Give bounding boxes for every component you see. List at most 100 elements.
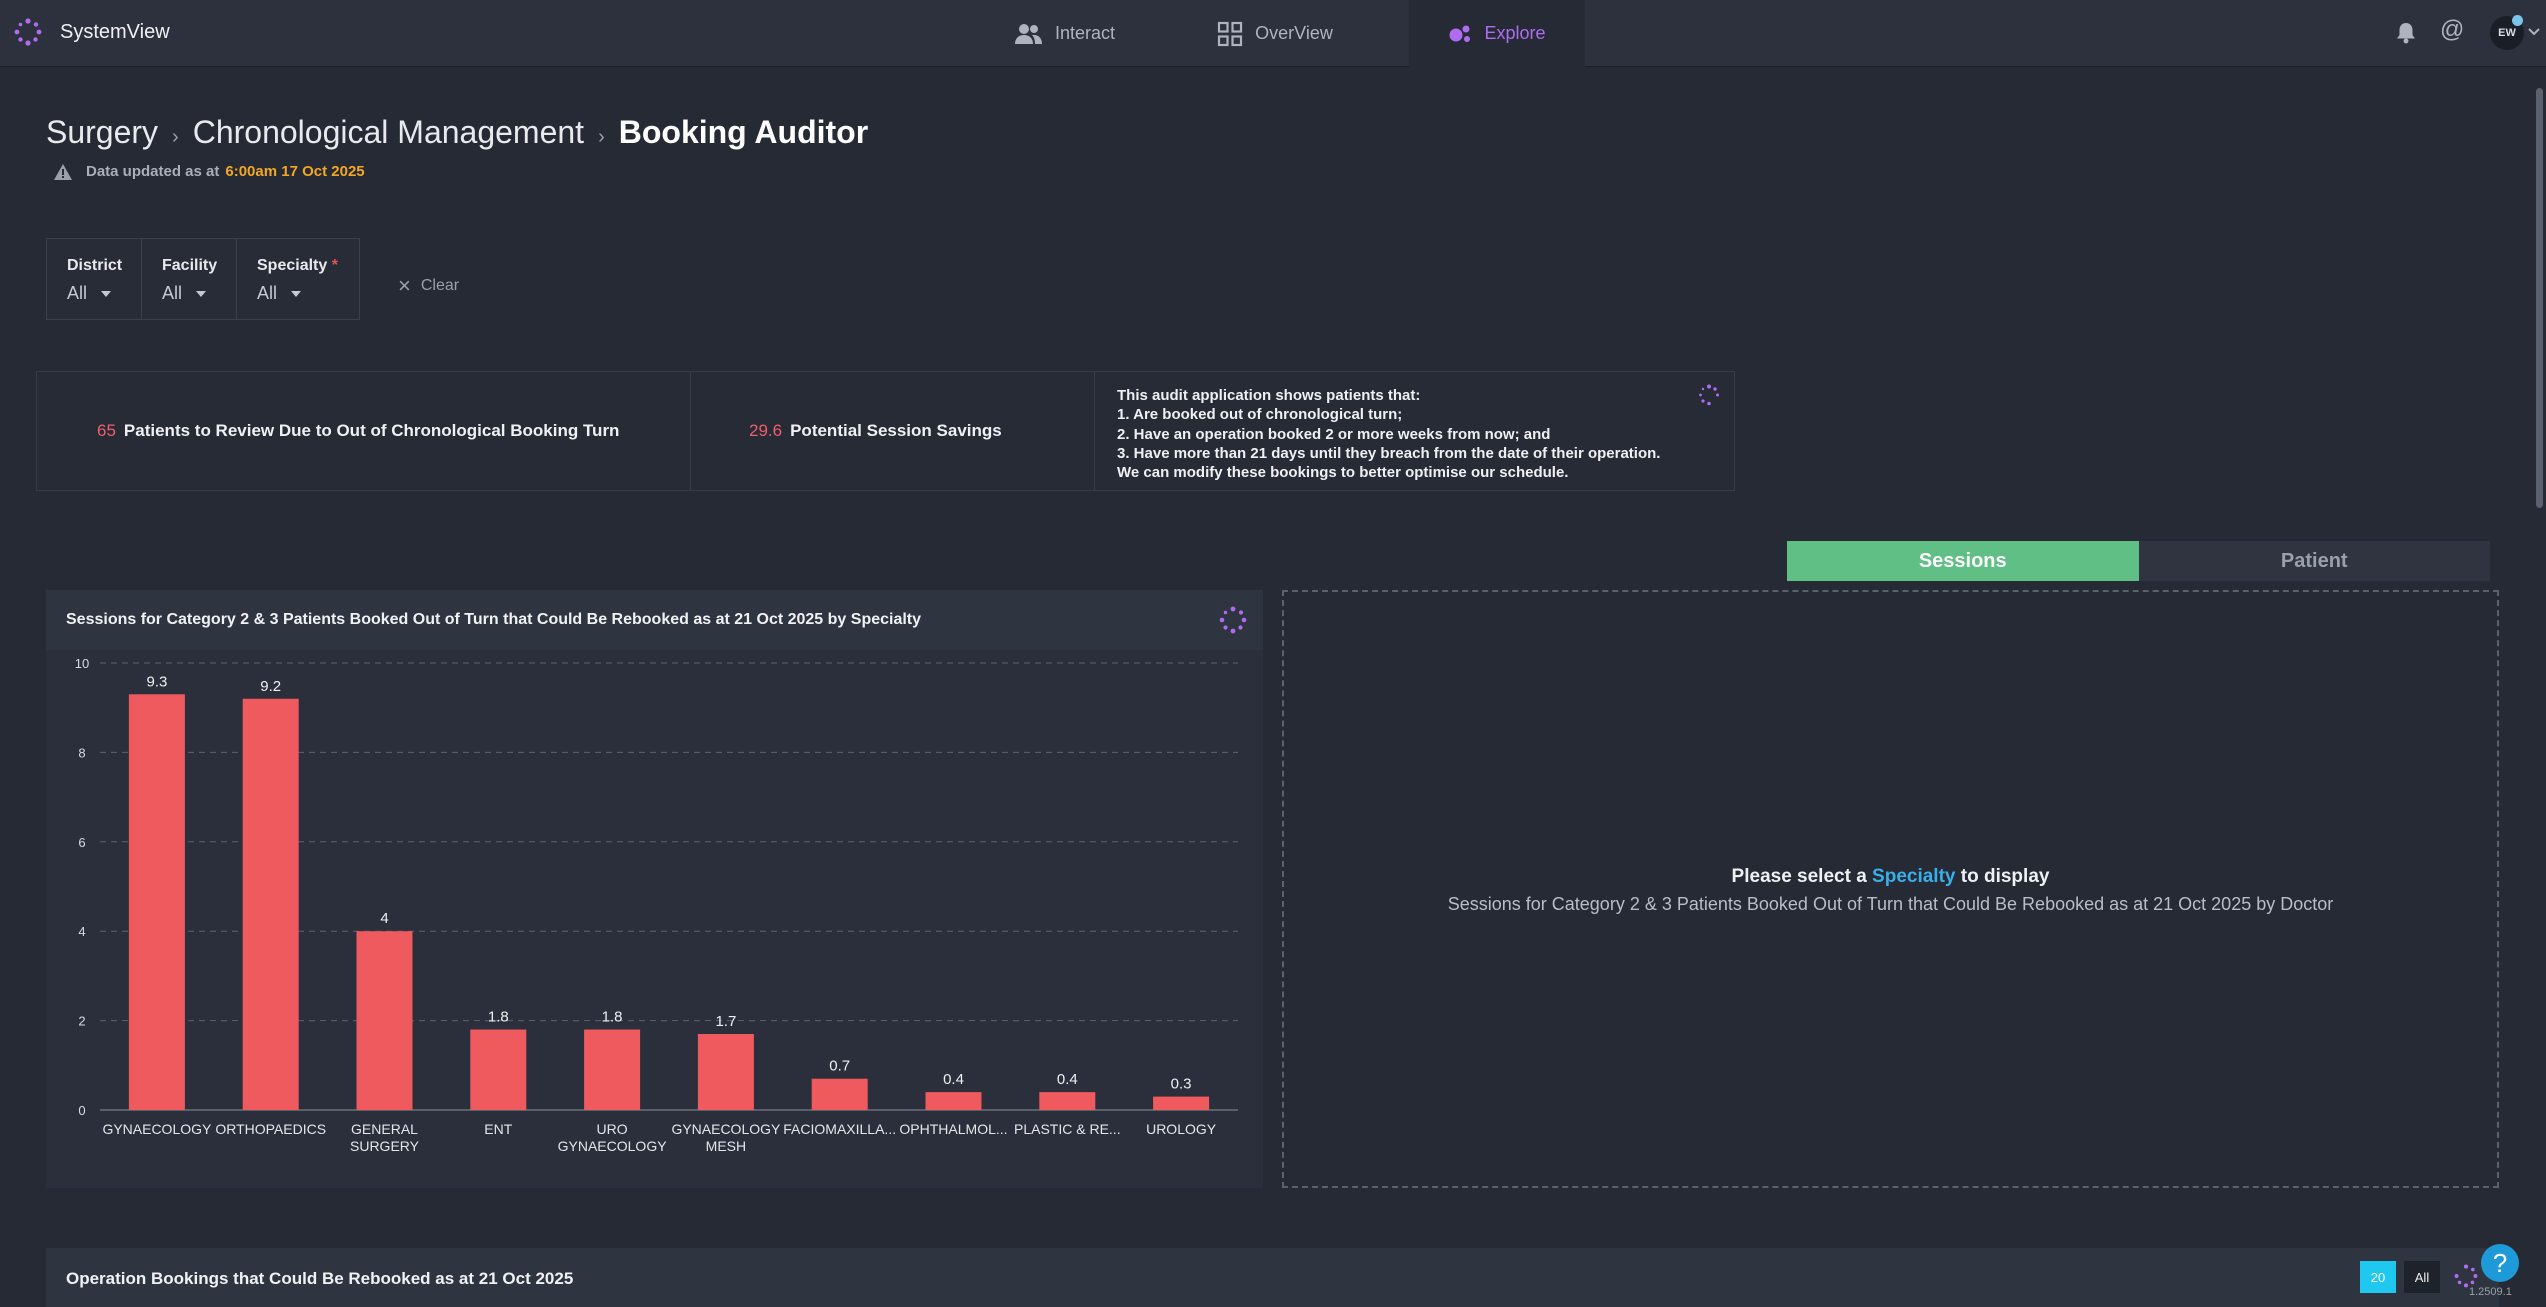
description-line: 1. Are booked out of chronological turn; [1117,406,1403,424]
bar [697,1034,754,1110]
x-tick-label: FACIOMAXILLA... [783,1121,896,1137]
bar-value-label: 1.8 [602,1009,623,1026]
description-line: 3. Have more than 21 days until they bre… [1117,444,1661,462]
nav-tab-explore-label: Explore [1484,23,1546,43]
x-tick-label: URO [597,1121,628,1137]
kpi-patients-to-review[interactable]: 65 Patients to Review Due to Out of Chro… [37,372,691,490]
app-name: SystemView [60,20,170,43]
filter-district-select[interactable]: All [67,283,141,304]
data-updated-timestamp: 6:00am 17 Oct 2025 [225,163,365,180]
bar [925,1092,982,1110]
y-tick-label: 4 [78,924,85,939]
breadcrumb: Surgery › Chronological Management › Boo… [46,114,868,151]
x-tick-label: OPHTHALMOL... [899,1121,1007,1137]
description-line: We can modify these bookings to better o… [1117,464,1569,482]
caret-down-icon [196,290,207,297]
nav-tab-interact[interactable]: Interact [990,0,1140,67]
description-line: This audit application shows patients th… [1117,387,1421,404]
filter-specialty[interactable]: Specialty * All [237,239,359,319]
bar [128,694,185,1110]
bar [1039,1092,1096,1110]
x-tick-label: ORTHOPAEDICS [215,1121,326,1137]
breadcrumb-separator: › [172,126,179,148]
bar [811,1078,868,1110]
bell-icon[interactable] [2396,22,2416,44]
x-tick-label: GYNAECOLOGY [671,1121,781,1137]
filter-specialty-select[interactable]: All [257,283,359,304]
audit-description: This audit application shows patients th… [1095,372,1734,490]
kpi-savings-label: Potential Session Savings [790,421,1002,440]
placeholder-specialty-link[interactable]: Specialty [1872,866,1956,887]
page-size-all-button[interactable]: All [2404,1261,2440,1293]
placeholder-message: Please select a Specialty to display Ses… [1284,866,2497,915]
kpi-patients-value: 65 [97,421,116,440]
specialty-bar-chart: 0 2 4 6 8 10 9.3 GYNAECOLOGY 9.2 ORTHOPAEDICS 4 GEN… [75,656,1238,1154]
filter-district-value: All [67,283,88,303]
page-title: Booking Auditor [618,114,869,150]
bar-value-label: 9.3 [146,673,167,690]
data-updated-notice: Data updated as at 6:00am 17 Oct 2025 [54,163,365,180]
help-button[interactable]: ? [2481,1244,2519,1282]
description-line: 2. Have an operation booked 2 or more we… [1117,425,1551,443]
x-tick-label: ENT [484,1121,512,1137]
clear-filters-button[interactable]: × Clear [398,273,459,299]
x-tick-label: MESH [706,1138,746,1154]
kpi-session-savings[interactable]: 29.6 Potential Session Savings [691,372,1095,490]
breadcrumb-surgery[interactable]: Surgery [46,114,159,150]
users-icon [1014,23,1042,44]
bar [242,698,299,1110]
kpi-savings-value: 29.6 [749,421,783,440]
filter-district-label: District [67,257,123,274]
filter-district[interactable]: District All [47,239,142,319]
loading-spinner-icon [1219,606,1247,634]
nav-tab-overview[interactable]: OverView [1200,0,1350,67]
bar-value-label: 1.7 [715,1013,736,1030]
brand[interactable]: SystemView [14,18,170,46]
y-tick-label: 10 [75,656,89,671]
placeholder-prefix: Please select a [1731,866,1867,887]
filter-bar: District All Facility All Specialty * Al… [46,238,360,320]
loading-spinner-icon [2454,1264,2478,1288]
loading-spinner-icon [1699,384,1719,406]
filter-facility-select[interactable]: All [162,283,236,304]
top-navigation-bar: SystemView Interact OverView Explore @ E… [0,0,2546,67]
nav-tab-overview-label: OverView [1255,23,1333,43]
view-toggle: Sessions Patient [1787,541,2490,581]
bar-value-label: 0.7 [829,1058,850,1075]
nav-tab-explore[interactable]: Explore [1409,0,1585,67]
bar [356,931,413,1110]
y-tick-label: 0 [78,1103,85,1118]
bar-value-label: 0.4 [1057,1071,1078,1088]
y-tick-label: 2 [78,1014,85,1029]
x-tick-label: UROLOGY [1146,1121,1217,1137]
bar [584,1029,641,1110]
breadcrumb-chronological-management[interactable]: Chronological Management [192,114,585,150]
app-logo-icon [14,18,42,46]
filter-specialty-label-wrap: Specialty * [257,257,359,275]
chevron-down-icon[interactable] [2528,28,2540,36]
filter-facility-label: Facility [162,257,218,274]
filter-specialty-label: Specialty [257,257,328,274]
data-updated-prefix: Data updated as at [86,163,220,180]
x-tick-label: SURGERY [350,1138,420,1154]
operation-bookings-panel: Operation Bookings that Could Be Rebooke… [46,1248,2499,1307]
operation-bookings-title: Operation Bookings that Could Be Rebooke… [66,1269,574,1288]
version-label: 1.2509.1 [2469,1286,2512,1298]
toggle-sessions[interactable]: Sessions [1787,541,2139,581]
placeholder-prompt: Please select a Specialty to display [1284,866,2497,888]
bar-value-label: 9.2 [260,678,281,695]
filter-facility[interactable]: Facility All [142,239,237,319]
filter-facility-value: All [162,283,183,303]
mentions-icon[interactable]: @ [2440,16,2465,43]
toggle-patient[interactable]: Patient [2138,541,2490,581]
scrollbar-thumb[interactable] [2536,88,2543,508]
placeholder-subtitle: Sessions for Category 2 & 3 Patients Boo… [1447,894,2334,914]
bar-value-label: 0.4 [943,1071,964,1088]
x-tick-label: PLASTIC & RE... [1014,1121,1121,1137]
placeholder-suffix: to display [1960,866,2050,887]
clear-filters-label: Clear [420,277,460,294]
page-size-20-button[interactable]: 20 [2360,1261,2396,1293]
close-icon: × [398,273,411,298]
explore-icon [1449,25,1471,42]
nav-tab-interact-label: Interact [1054,23,1116,43]
